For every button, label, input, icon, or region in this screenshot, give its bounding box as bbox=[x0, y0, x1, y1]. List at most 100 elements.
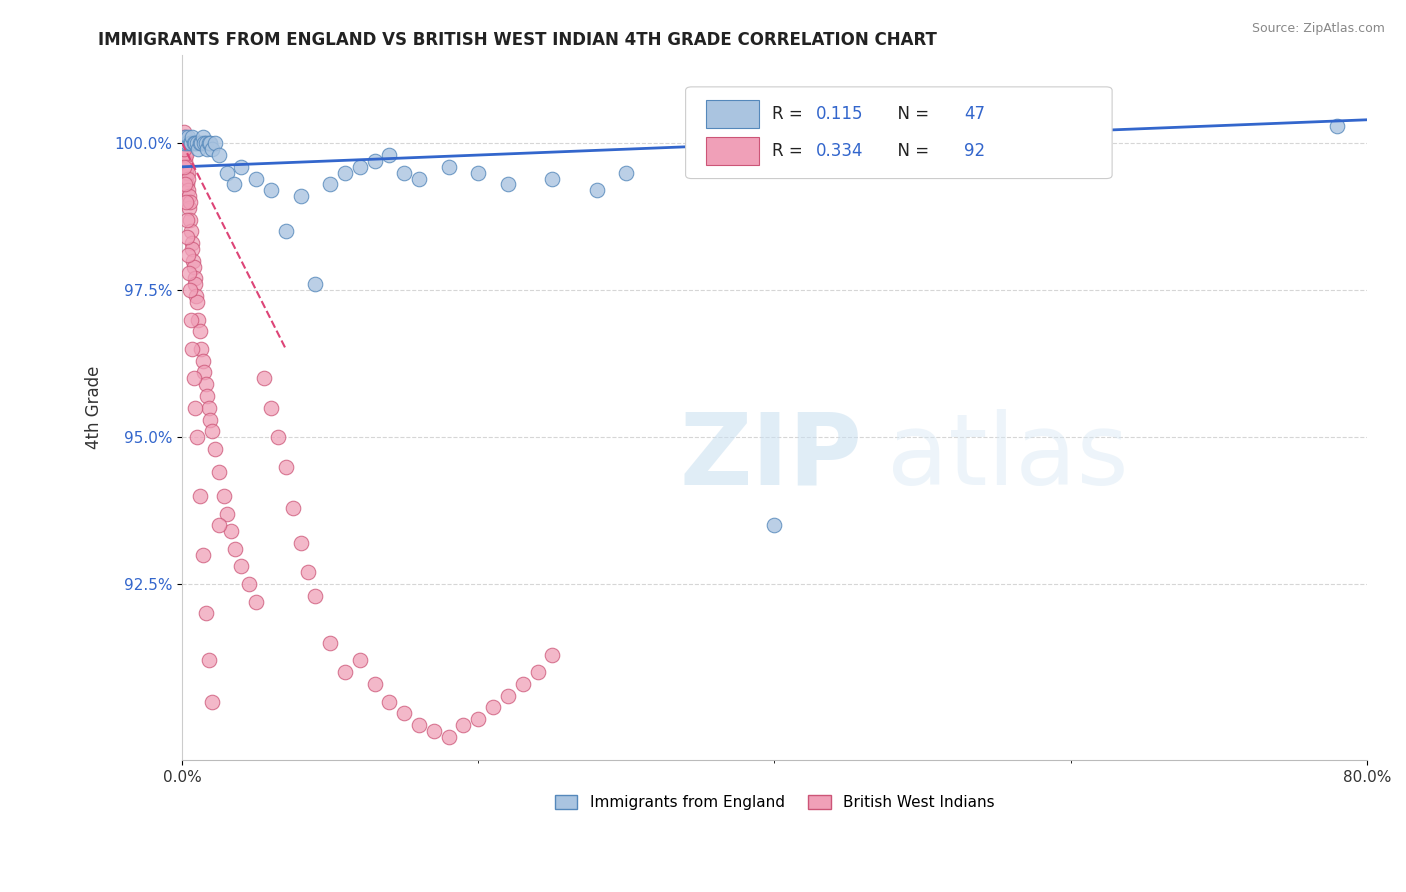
Point bbox=[245, 595, 267, 609]
Point bbox=[183, 260, 205, 274]
Point bbox=[231, 559, 253, 574]
Point bbox=[194, 607, 217, 621]
Point bbox=[349, 653, 371, 667]
Point bbox=[290, 536, 312, 550]
Point bbox=[349, 160, 371, 174]
Point bbox=[172, 130, 194, 145]
Point bbox=[378, 695, 401, 709]
Y-axis label: 4th Grade: 4th Grade bbox=[86, 366, 103, 450]
Point bbox=[231, 160, 253, 174]
Point bbox=[541, 648, 564, 662]
Point bbox=[186, 430, 208, 444]
Point bbox=[204, 442, 226, 456]
Point bbox=[174, 130, 197, 145]
Point bbox=[267, 430, 290, 444]
Point bbox=[408, 171, 430, 186]
Point bbox=[215, 507, 238, 521]
Point bbox=[179, 136, 201, 151]
Point bbox=[219, 524, 242, 538]
Point bbox=[208, 466, 231, 480]
Point bbox=[197, 136, 219, 151]
Point bbox=[437, 160, 460, 174]
Point bbox=[212, 489, 235, 503]
Point bbox=[204, 136, 226, 151]
Point bbox=[177, 189, 200, 203]
Point bbox=[408, 718, 430, 732]
Text: N =: N = bbox=[887, 143, 935, 161]
Point bbox=[260, 183, 283, 197]
Point bbox=[181, 242, 204, 256]
Point bbox=[290, 189, 312, 203]
Point bbox=[363, 677, 385, 691]
Point bbox=[195, 389, 218, 403]
Point bbox=[689, 153, 711, 168]
Point bbox=[174, 153, 197, 168]
Point bbox=[585, 183, 607, 197]
Point bbox=[763, 518, 786, 533]
Text: 0.115: 0.115 bbox=[815, 105, 863, 123]
Legend: Immigrants from England, British West Indians: Immigrants from England, British West In… bbox=[548, 789, 1001, 816]
Point bbox=[184, 277, 207, 292]
Point bbox=[177, 130, 200, 145]
Point bbox=[177, 248, 200, 262]
Point bbox=[176, 230, 198, 244]
Point bbox=[224, 541, 246, 556]
Point bbox=[195, 142, 218, 156]
Text: IMMIGRANTS FROM ENGLAND VS BRITISH WEST INDIAN 4TH GRADE CORRELATION CHART: IMMIGRANTS FROM ENGLAND VS BRITISH WEST … bbox=[98, 31, 938, 49]
Point bbox=[274, 224, 297, 238]
Point bbox=[496, 689, 519, 703]
Point bbox=[183, 371, 205, 385]
Point bbox=[179, 212, 201, 227]
Point bbox=[201, 695, 224, 709]
Text: atlas: atlas bbox=[887, 409, 1129, 506]
Point bbox=[174, 130, 197, 145]
Point bbox=[188, 324, 211, 338]
Point bbox=[1059, 148, 1081, 162]
Point bbox=[179, 283, 201, 297]
Point bbox=[467, 712, 489, 726]
Point bbox=[194, 377, 217, 392]
Point bbox=[423, 724, 446, 739]
Point bbox=[186, 136, 208, 151]
Point bbox=[363, 153, 385, 168]
Point bbox=[173, 160, 195, 174]
FancyBboxPatch shape bbox=[706, 137, 759, 165]
Point bbox=[180, 312, 202, 326]
Point bbox=[496, 178, 519, 192]
Point bbox=[187, 142, 209, 156]
Point bbox=[238, 577, 260, 591]
Point bbox=[193, 366, 215, 380]
Point bbox=[512, 677, 534, 691]
Point bbox=[201, 424, 224, 438]
Point bbox=[260, 401, 283, 415]
Point bbox=[177, 171, 200, 186]
Point bbox=[188, 136, 211, 151]
Point bbox=[173, 142, 195, 156]
Point bbox=[378, 148, 401, 162]
Point bbox=[173, 136, 195, 151]
Point bbox=[304, 589, 326, 603]
Point bbox=[180, 236, 202, 251]
Text: 47: 47 bbox=[965, 105, 986, 123]
Point bbox=[1326, 119, 1348, 133]
Point bbox=[200, 412, 222, 426]
Point bbox=[482, 700, 505, 714]
Point bbox=[176, 160, 198, 174]
FancyBboxPatch shape bbox=[686, 87, 1112, 178]
Point bbox=[208, 518, 231, 533]
Point bbox=[183, 136, 205, 151]
Point bbox=[208, 148, 231, 162]
Point bbox=[193, 136, 215, 151]
Point bbox=[174, 195, 197, 210]
Point bbox=[274, 459, 297, 474]
Point bbox=[174, 148, 197, 162]
Point bbox=[186, 289, 208, 303]
Point bbox=[319, 178, 342, 192]
Point bbox=[319, 636, 342, 650]
Point bbox=[222, 178, 245, 192]
Point bbox=[173, 142, 195, 156]
Point bbox=[173, 124, 195, 138]
Point bbox=[186, 295, 208, 310]
Point bbox=[179, 201, 201, 215]
Point bbox=[179, 195, 201, 210]
